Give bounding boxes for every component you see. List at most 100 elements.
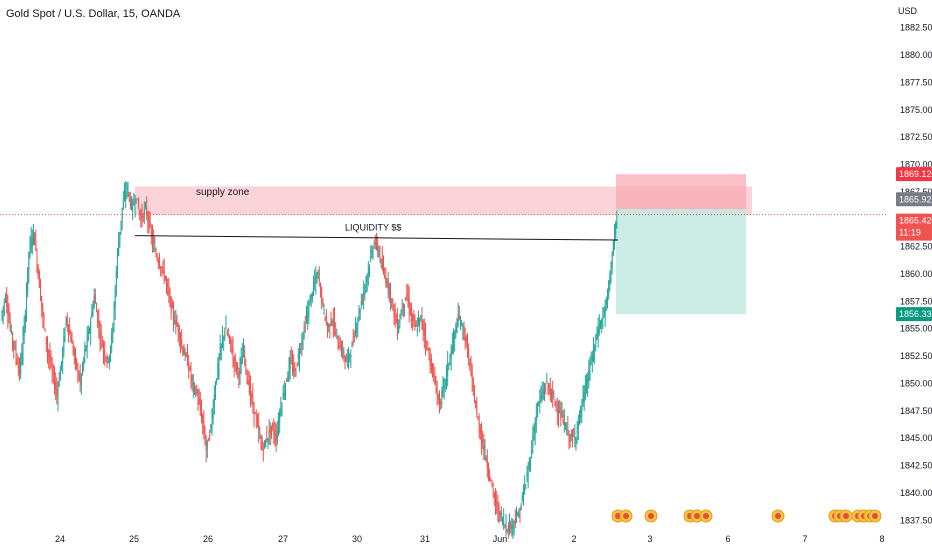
candle-body: [465, 336, 467, 342]
candle-body: [468, 348, 470, 357]
candle-body: [28, 252, 30, 271]
candle-body: [469, 361, 471, 366]
candle-body: [534, 420, 536, 434]
candle-body: [121, 207, 123, 220]
candle-body: [603, 311, 605, 318]
candle-body: [145, 204, 146, 207]
candle-body: [282, 392, 284, 400]
candle-body: [506, 530, 508, 532]
candle-body: [467, 341, 468, 355]
candle-body: [48, 350, 50, 357]
candle-body: [418, 320, 419, 325]
candle-body: [546, 380, 548, 383]
candle-body: [611, 252, 613, 267]
candle-body: [362, 298, 363, 300]
event-marker-flag-icon: [872, 513, 878, 519]
candle-body: [507, 524, 509, 531]
candle-body: [174, 321, 176, 324]
candle-body: [404, 304, 405, 307]
candle-body: [476, 405, 478, 415]
candle-body: [449, 356, 451, 365]
candle-body: [612, 240, 614, 255]
candle-body: [153, 238, 155, 245]
candle-body: [245, 361, 247, 364]
candle-body: [531, 449, 533, 455]
candle-body: [21, 352, 23, 364]
candle-body: [55, 382, 57, 390]
candle-body: [341, 347, 342, 354]
candle-body: [579, 412, 580, 421]
candle-body: [414, 322, 416, 324]
candle-body: [250, 384, 251, 396]
candle-body: [528, 460, 530, 470]
candle-body: [353, 335, 355, 339]
candle-body: [26, 291, 27, 313]
candle-body: [329, 324, 331, 327]
candle-body: [428, 350, 430, 355]
candle-body: [395, 318, 397, 324]
y-tick-label: 1850.000: [900, 378, 932, 388]
candle-body: [615, 223, 617, 235]
candle-body: [297, 354, 299, 360]
candle-body: [218, 356, 220, 368]
price-tag-high: 1869.120: [899, 169, 932, 179]
candle-body: [12, 333, 13, 342]
candle-body: [371, 250, 373, 254]
candle-body: [446, 370, 447, 380]
candle-body: [478, 421, 480, 431]
candle-body: [262, 449, 264, 451]
candle-body: [336, 337, 338, 339]
candle-body: [505, 526, 507, 529]
candle-body: [157, 260, 159, 264]
candle-body: [581, 405, 583, 413]
candle-body: [225, 327, 227, 329]
candle-body: [559, 410, 561, 413]
candle-body: [45, 336, 47, 345]
candle-body: [101, 343, 103, 347]
candle-body: [349, 354, 351, 357]
candle-body: [330, 319, 332, 324]
candle-body: [385, 276, 387, 284]
candle-body: [542, 391, 544, 394]
event-marker-flag-icon: [623, 513, 629, 519]
candle-body: [348, 352, 349, 361]
candle-body: [321, 289, 323, 302]
candle-body: [381, 259, 383, 269]
candle-body: [509, 526, 510, 532]
candle-body: [359, 309, 361, 314]
candle-body: [318, 277, 320, 282]
take-profit-zone: [616, 209, 746, 315]
candle-body: [190, 372, 192, 379]
candle-body: [273, 429, 275, 435]
candle-body: [183, 351, 185, 356]
y-tick-label: 1837.500: [900, 515, 932, 525]
candle-body: [110, 346, 111, 357]
candle-body: [96, 308, 97, 313]
candle-body: [184, 352, 186, 356]
candle-body: [293, 363, 295, 372]
candle-body: [441, 390, 443, 399]
candle-body: [303, 327, 305, 331]
candle-body: [180, 337, 181, 342]
candle-body: [580, 407, 582, 418]
candle-body: [453, 338, 454, 342]
candle-body: [75, 352, 76, 358]
candle-body: [203, 420, 205, 434]
x-tick-label: 26: [203, 534, 213, 544]
candle-body: [150, 231, 152, 234]
candle-body: [231, 348, 233, 353]
candle-body: [448, 363, 450, 365]
candle-body: [266, 438, 268, 441]
candle-body: [220, 343, 222, 349]
currency-label: USD: [898, 6, 918, 16]
candle-body: [112, 327, 114, 334]
candle-body: [308, 304, 310, 316]
candle-body: [71, 342, 73, 344]
candle-body: [437, 393, 439, 400]
candle-body: [14, 347, 16, 349]
candle-body: [420, 315, 422, 318]
candle-body: [20, 358, 22, 374]
price-tag-target: 1856.333: [899, 309, 932, 319]
